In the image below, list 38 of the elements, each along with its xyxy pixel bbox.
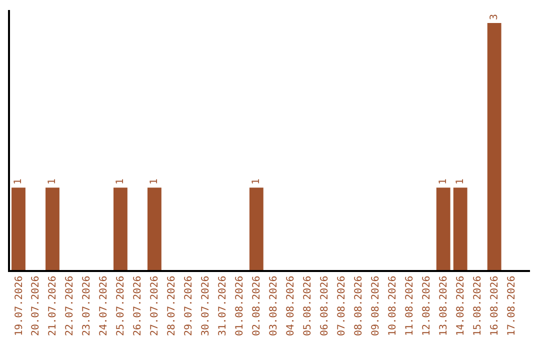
x-tick-label: 17.08.2026 — [506, 276, 518, 336]
x-tick-label: 03.08.2026 — [268, 276, 280, 336]
x-tick-label: 15.08.2026 — [472, 276, 484, 336]
x-tick-label: 30.07.2026 — [200, 276, 212, 336]
x-tick-label: 01.08.2026 — [234, 276, 246, 336]
data-label: 1 — [12, 178, 24, 185]
x-tick-label: 06.08.2026 — [320, 276, 331, 336]
x-tick-label: 08.08.2026 — [354, 276, 365, 336]
x-tick-label: 13.08.2026 — [438, 276, 450, 336]
x-tick-label: 14.08.2026 — [456, 276, 467, 336]
data-label: 1 — [454, 178, 466, 185]
x-tick-label: 11.08.2026 — [404, 276, 416, 336]
data-label: 1 — [250, 178, 262, 185]
x-tick-label: 10.08.2026 — [388, 276, 399, 336]
x-tick-label: 07.08.2026 — [336, 276, 348, 336]
x-tick-label: 23.07.2026 — [82, 276, 93, 336]
x-tick-label: 26.07.2026 — [132, 276, 144, 336]
x-tick-label: 04.08.2026 — [286, 276, 297, 336]
data-label: 3 — [488, 14, 500, 20]
data-label: 1 — [114, 178, 126, 185]
x-tick-label: 20.07.2026 — [30, 276, 42, 336]
x-tick-label: 25.07.2026 — [116, 276, 127, 336]
data-label: 1 — [46, 178, 58, 185]
x-tick-label: 16.08.2026 — [490, 276, 501, 336]
x-tick-label: 21.07.2026 — [48, 276, 59, 336]
x-tick-label: 19.07.2026 — [14, 276, 25, 336]
x-tick-label: 02.08.2026 — [252, 276, 263, 336]
x-tick-label: 31.07.2026 — [218, 276, 229, 336]
x-tick-label: 29.07.2026 — [184, 276, 195, 336]
data-label: 1 — [148, 178, 160, 185]
x-tick-label: 09.08.2026 — [370, 276, 382, 336]
x-tick-label: 12.08.2026 — [422, 276, 433, 336]
x-tick-label: 28.07.2026 — [166, 276, 178, 336]
x-tick-label: 24.07.2026 — [98, 276, 110, 336]
x-tick-label: 22.07.2026 — [64, 276, 76, 336]
x-tick-label: 05.08.2026 — [302, 276, 314, 336]
x-tick-label: 27.07.2026 — [150, 276, 161, 336]
data-label: 1 — [438, 178, 449, 185]
